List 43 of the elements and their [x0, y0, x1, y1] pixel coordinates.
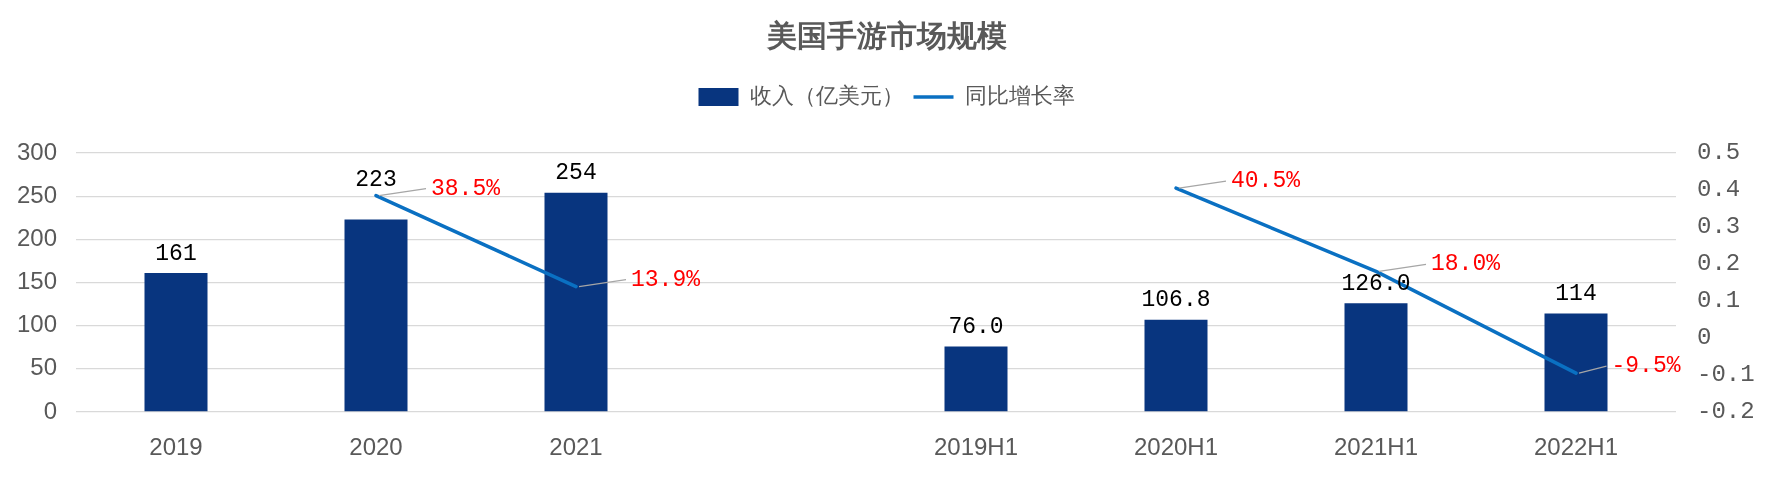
y-tick-label: 300 — [16, 137, 57, 165]
y-tick-label: 100 — [16, 310, 57, 338]
y-tick-label: 150 — [16, 267, 57, 295]
legend-label: 同比增长率 — [964, 83, 1075, 109]
y2-tick-label: 0.4 — [1697, 176, 1741, 204]
y2-tick-label: 0 — [1697, 324, 1712, 352]
y2-tick-label: 0.1 — [1697, 287, 1741, 315]
y-tick-label: 200 — [16, 223, 57, 251]
y2-tick-label: 0.5 — [1697, 139, 1741, 167]
data-label: 106.8 — [1141, 287, 1211, 314]
bar — [544, 192, 608, 412]
data-label: 18.0% — [1431, 251, 1501, 278]
x-tick-label: 2021 — [549, 433, 603, 461]
bar — [1544, 313, 1608, 412]
y-tick-label: 0 — [43, 396, 57, 424]
bar — [1344, 303, 1408, 412]
y2-tick-label: 0.2 — [1697, 250, 1741, 278]
y2-tick-label: -0.2 — [1697, 398, 1755, 426]
data-label: 13.9% — [631, 266, 701, 293]
y2-tick-label: 0.3 — [1697, 213, 1741, 241]
data-label: 40.5% — [1231, 168, 1301, 195]
y-tick-label: 250 — [16, 180, 57, 208]
bar — [344, 219, 408, 412]
bar — [144, 273, 208, 412]
data-label: 38.5% — [431, 175, 501, 202]
data-label: 114 — [1555, 281, 1597, 308]
data-label: 76.0 — [948, 313, 1004, 340]
bar — [944, 346, 1008, 412]
x-tick-label: 2019 — [149, 433, 203, 461]
legend-label: 收入（亿美元） — [749, 83, 904, 109]
x-tick-label: 2021H1 — [1333, 433, 1419, 461]
y-tick-label: 50 — [30, 353, 57, 381]
data-label: -9.5% — [1611, 353, 1681, 380]
data-label: 223 — [355, 167, 397, 194]
bar — [1144, 319, 1208, 412]
chart-title: 美国手游市场规模 — [765, 19, 1007, 53]
x-tick-label: 2022H1 — [1533, 433, 1619, 461]
data-label: 161 — [155, 240, 197, 267]
x-tick-label: 2020H1 — [1133, 433, 1219, 461]
x-tick-label: 2019H1 — [933, 433, 1019, 461]
y2-tick-label: -0.1 — [1697, 361, 1755, 389]
data-label: 254 — [555, 160, 597, 187]
x-tick-label: 2020 — [349, 433, 403, 461]
